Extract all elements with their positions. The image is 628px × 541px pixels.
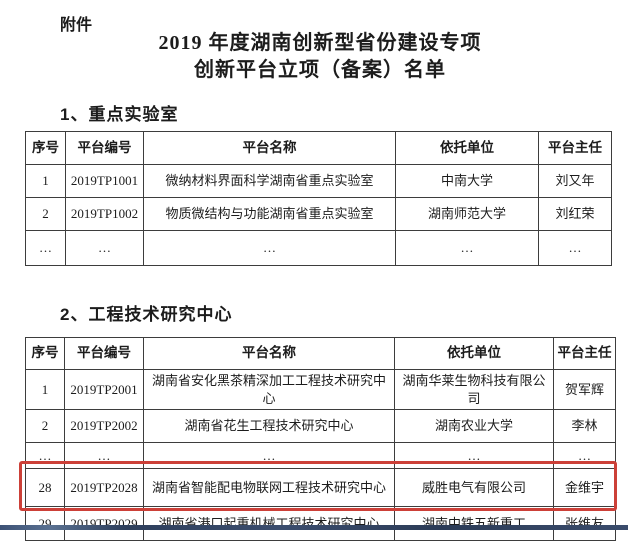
table-row-ellipsis: … … … … … [25, 230, 612, 266]
cell-serial: 2 [25, 197, 66, 231]
table-header-row: 序号 平台编号 平台名称 依托单位 平台主任 [25, 131, 612, 165]
table-row: 1 2019TP2001 湖南省安化黑茶精深加工工程技术研究中心 湖南华莱生物科… [25, 369, 616, 410]
cell-platform-code: 2019TP2029 [64, 506, 144, 541]
cell-serial: 1 [25, 164, 66, 198]
cell-platform-code: 2019TP1002 [65, 197, 144, 231]
cell-platform-director: 刘又年 [538, 164, 612, 198]
cell-ellipsis: … [143, 230, 396, 266]
cell-platform-director: 金维宇 [553, 468, 616, 507]
table-row-highlighted: 28 2019TP2028 湖南省智能配电物联网工程技术研究中心 威胜电气有限公… [25, 468, 616, 507]
cell-ellipsis: … [25, 230, 66, 266]
cell-platform-director: 张维友 [553, 506, 616, 541]
table-row: 29 2019TP2029 湖南省港口起重机械工程技术研究中心 湖南中铁五新重工… [25, 506, 616, 541]
cell-ellipsis: … [394, 442, 554, 469]
header-supporting-unit: 依托单位 [395, 131, 539, 165]
cell-platform-name: 湖南省港口起重机械工程技术研究中心 [143, 506, 395, 541]
attachment-label: 附件 [60, 17, 93, 34]
cell-platform-code: 2019TP2028 [64, 468, 144, 507]
document-title-line1: 2019 年度湖南创新型省份建设专项 [158, 32, 482, 54]
header-platform-code: 平台编号 [65, 131, 144, 165]
cell-ellipsis: … [65, 230, 144, 266]
section-1-heading: 1、重点实验室 [60, 105, 179, 124]
header-platform-code: 平台编号 [64, 337, 144, 370]
cell-serial: 29 [25, 506, 65, 541]
cell-serial: 28 [25, 468, 65, 507]
cell-supporting-unit: 威胜电气有限公司 [394, 468, 554, 507]
document-title-line2: 创新平台立项（备案）名单 [194, 59, 446, 81]
table-row: 1 2019TP1001 微纳材料界面科学湖南省重点实验室 中南大学 刘又年 [25, 164, 612, 198]
cell-supporting-unit: 湖南师范大学 [395, 197, 539, 231]
header-platform-director: 平台主任 [553, 337, 616, 370]
document-title: 2019 年度湖南创新型省份建设专项 创新平台立项（备案）名单 [25, 30, 615, 84]
cell-serial: 2 [25, 409, 65, 443]
table-row: 2 2019TP2002 湖南省花生工程技术研究中心 湖南农业大学 李林 [25, 409, 616, 443]
header-serial: 序号 [25, 131, 66, 165]
bottom-edge-bar [0, 525, 628, 530]
cell-platform-code: 2019TP2001 [64, 369, 144, 410]
header-platform-name: 平台名称 [143, 337, 395, 370]
engineering-centers-table: 序号 平台编号 平台名称 依托单位 平台主任 1 2019TP2001 湖南省安… [25, 337, 616, 541]
cell-platform-name: 微纳材料界面科学湖南省重点实验室 [143, 164, 396, 198]
cell-serial: 1 [25, 369, 65, 410]
header-platform-director: 平台主任 [538, 131, 612, 165]
cell-ellipsis: … [143, 442, 395, 469]
cell-platform-director: 刘红荣 [538, 197, 612, 231]
cell-supporting-unit: 湖南华莱生物科技有限公司 [394, 369, 554, 410]
cell-platform-code: 2019TP1001 [65, 164, 144, 198]
cell-platform-name: 湖南省花生工程技术研究中心 [143, 409, 395, 443]
table-row: 2 2019TP1002 物质微结构与功能湖南省重点实验室 湖南师范大学 刘红荣 [25, 197, 612, 231]
key-laboratories-table: 序号 平台编号 平台名称 依托单位 平台主任 1 2019TP1001 微纳材料… [25, 131, 612, 266]
cell-ellipsis: … [395, 230, 539, 266]
cell-platform-name: 物质微结构与功能湖南省重点实验室 [143, 197, 396, 231]
cell-ellipsis: … [64, 442, 144, 469]
cell-platform-director: 贺军辉 [553, 369, 616, 410]
cell-supporting-unit: 中南大学 [395, 164, 539, 198]
cell-supporting-unit: 湖南中铁五新重工 [394, 506, 554, 541]
cell-platform-name: 湖南省智能配电物联网工程技术研究中心 [143, 468, 395, 507]
document-page: { "page": { "attachment_label": "附件", "t… [0, 17, 628, 541]
cell-supporting-unit: 湖南农业大学 [394, 409, 554, 443]
cell-platform-code: 2019TP2002 [64, 409, 144, 443]
section-2-heading: 2、工程技术研究中心 [60, 305, 233, 324]
cell-platform-director: 李林 [553, 409, 616, 443]
table-header-row: 序号 平台编号 平台名称 依托单位 平台主任 [25, 337, 616, 370]
header-platform-name: 平台名称 [143, 131, 396, 165]
table-row-ellipsis: … … … … … [25, 442, 616, 469]
cell-ellipsis: … [25, 442, 65, 469]
cell-ellipsis: … [553, 442, 616, 469]
cell-ellipsis: … [538, 230, 612, 266]
cell-platform-name: 湖南省安化黑茶精深加工工程技术研究中心 [143, 369, 395, 410]
header-serial: 序号 [25, 337, 65, 370]
header-supporting-unit: 依托单位 [394, 337, 554, 370]
